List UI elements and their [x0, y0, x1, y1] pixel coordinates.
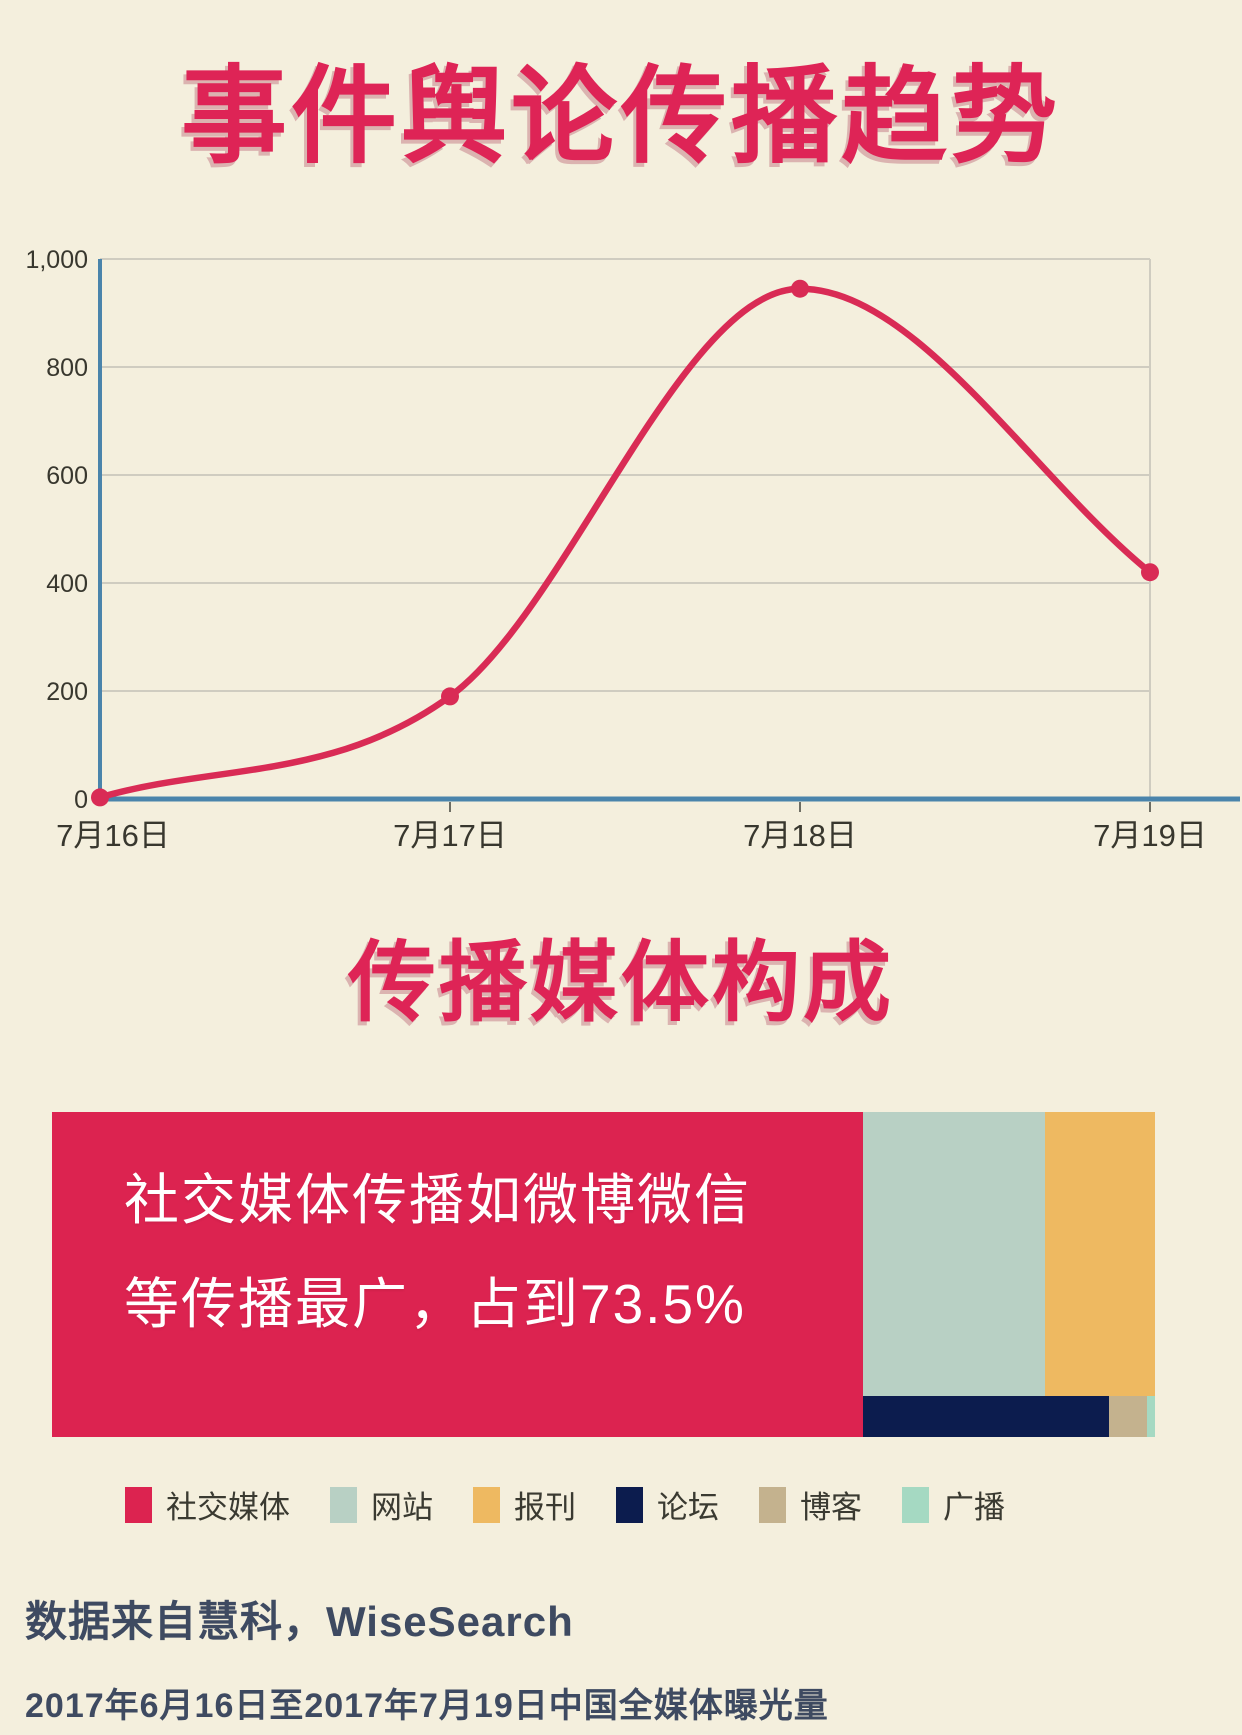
xtick-label: 7月18日	[743, 818, 857, 853]
treemap-block-blog	[1108, 1396, 1148, 1437]
data-point	[791, 279, 809, 298]
legend-label: 博客	[800, 1490, 862, 1525]
legend-swatch-website	[330, 1486, 357, 1523]
treemap-block-website	[862, 1112, 1045, 1397]
treemap-block-press	[1044, 1112, 1155, 1397]
legend-swatch-press	[473, 1486, 500, 1523]
xtick-label: 7月19日	[1093, 818, 1207, 853]
legend-item-social-media: 社交媒体	[125, 1482, 290, 1527]
treemap-annotation-line2: 等传播最广，占到73.5%	[124, 1273, 746, 1335]
ytick-label: 400	[46, 570, 88, 598]
ytick-label: 600	[46, 462, 88, 490]
treemap-block-broadcast	[1147, 1396, 1155, 1437]
legend-item-broadcast: 广播	[902, 1482, 1005, 1527]
ytick-label: 0	[74, 786, 88, 814]
media-composition-title: 传播媒体构成	[347, 933, 894, 1032]
legend-item-blog: 博客	[759, 1482, 862, 1527]
legend-label: 网站	[371, 1490, 433, 1525]
legend-swatch-social-media	[125, 1486, 152, 1523]
ytick-label: 1,000	[25, 246, 88, 274]
ytick-label: 800	[46, 354, 88, 382]
legend-label: 社交媒体	[166, 1490, 290, 1525]
page-title: 事件舆论传播趋势	[181, 58, 1061, 176]
data-point	[1141, 563, 1159, 582]
legend-swatch-broadcast	[902, 1486, 929, 1523]
legend-label: 论坛	[657, 1490, 719, 1525]
legend-swatch-blog	[759, 1486, 786, 1523]
data-source-text: 数据来自慧科，WiseSearch	[25, 1598, 574, 1645]
ytick-label: 200	[46, 678, 88, 706]
treemap-block-social-media	[52, 1112, 863, 1437]
date-range-text: 2017年6月16日至2017年7月19日中国全媒体曝光量	[25, 1687, 829, 1725]
media-treemap: 社交媒体传播如微博微信 等传播最广，占到73.5%	[52, 1112, 1155, 1437]
legend-item-forum: 论坛	[616, 1482, 719, 1527]
treemap-annotation-line1: 社交媒体传播如微博微信	[124, 1169, 752, 1231]
legend-item-press: 报刊	[473, 1482, 576, 1527]
data-point	[91, 788, 109, 807]
treemap-block-forum	[862, 1396, 1109, 1437]
xtick-label: 7月16日	[56, 818, 170, 853]
trend-line	[96, 285, 1154, 801]
xtick-label: 7月17日	[393, 818, 507, 853]
treemap-annotation: 社交媒体传播如微博微信 等传播最广，占到73.5%	[124, 1148, 844, 1356]
trend-line-chart: 0 200 400 600 800 1,000 7月16日 7月17日 7月18日 7月19日	[25, 246, 1240, 853]
legend-swatch-forum	[616, 1486, 643, 1523]
legend-item-website: 网站	[330, 1482, 433, 1527]
media-legend: 社交媒体 网站 报刊 论坛 博客 广播	[125, 1482, 1005, 1527]
data-point	[441, 687, 459, 706]
legend-label: 报刊	[514, 1490, 576, 1525]
legend-label: 广播	[943, 1490, 1005, 1525]
